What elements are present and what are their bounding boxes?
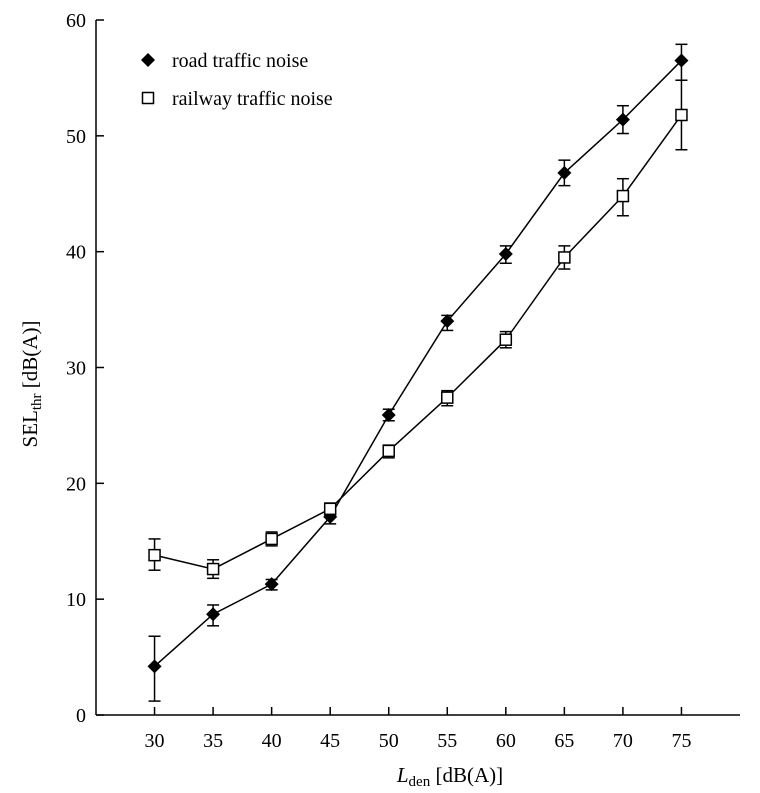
data-point — [265, 532, 278, 546]
y-tick-label: 50 — [66, 126, 86, 148]
x-tick-label: 50 — [379, 730, 399, 752]
ticks: 0 10 20 30 40 50 60 30 35 40 45 50 55 60 65 70 75 — [66, 10, 691, 752]
legend-marker — [141, 53, 155, 67]
data-point — [557, 165, 572, 180]
data-point — [558, 251, 571, 264]
y-tick-label: 30 — [66, 358, 86, 380]
x-axis-title-sub: den — [409, 774, 431, 790]
x-tick-label: 45 — [320, 730, 340, 752]
data-point — [616, 189, 630, 203]
y-tick-label: 60 — [66, 10, 86, 32]
data-point — [674, 53, 689, 68]
y-tick-label: 40 — [66, 242, 86, 264]
data-point — [148, 548, 161, 562]
x-axis-title: Lden [dB(A)] — [396, 763, 503, 790]
data-point — [206, 562, 220, 576]
y-axis-title: SELthr [dB(A)] — [18, 321, 45, 448]
x-axis-title-unit: [dB(A)] — [430, 763, 503, 787]
data-point — [147, 659, 162, 674]
legend-marker — [141, 91, 155, 105]
legend-label: railway traffic noise — [172, 88, 333, 110]
data-point — [498, 246, 513, 261]
x-tick-label: 65 — [554, 730, 574, 752]
legend: road traffic noise railway traffic noise — [141, 50, 333, 110]
data-point — [440, 314, 455, 329]
y-tick-label: 0 — [76, 705, 86, 727]
x-tick-label: 60 — [496, 730, 516, 752]
x-tick-label: 70 — [613, 730, 633, 752]
y-axis-title-unit: [dB(A)] — [18, 321, 42, 394]
x-tick-label: 35 — [203, 730, 223, 752]
y-axis-title-sub: thr — [29, 393, 45, 410]
y-tick-label: 20 — [66, 473, 86, 495]
series-layer — [147, 43, 689, 702]
x-tick-label: 40 — [262, 730, 282, 752]
data-point — [499, 333, 513, 346]
series-road — [147, 43, 689, 702]
data-point — [675, 108, 688, 122]
data-point — [323, 502, 337, 516]
series-line — [154, 114, 683, 570]
x-tick-label: 30 — [145, 730, 165, 752]
legend-label: road traffic noise — [172, 50, 308, 72]
data-point — [206, 607, 221, 622]
data-point — [381, 407, 396, 422]
y-tick-label: 10 — [66, 589, 86, 611]
y-axis-title-main: SEL — [18, 410, 42, 447]
series-line — [154, 60, 682, 667]
data-point — [615, 112, 630, 127]
data-point — [264, 577, 279, 592]
x-tick-label: 75 — [671, 730, 691, 752]
series-railway — [148, 79, 688, 580]
data-point — [382, 444, 395, 458]
x-axis-title-main: L — [396, 763, 409, 787]
x-tick-label: 55 — [437, 730, 457, 752]
data-point — [441, 391, 454, 404]
